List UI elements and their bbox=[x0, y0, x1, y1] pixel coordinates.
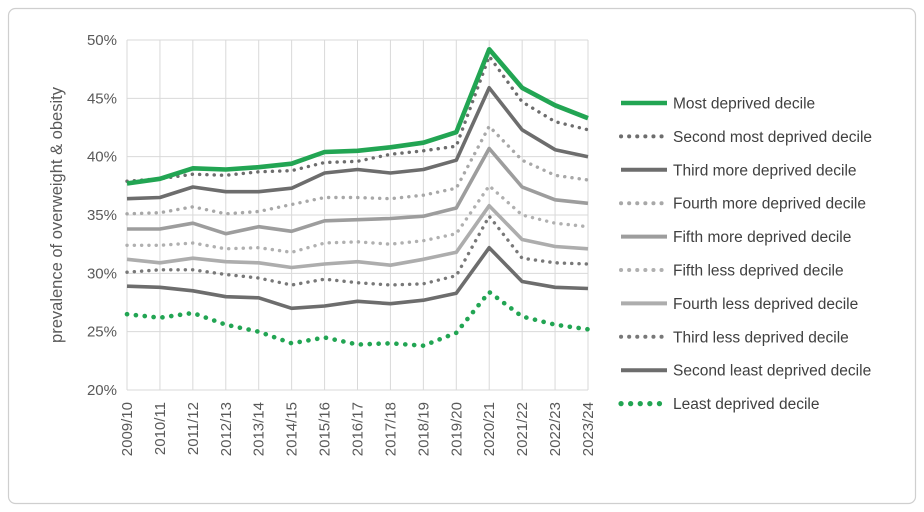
x-axis-tick-label: 2015/16 bbox=[317, 402, 334, 456]
legend-label: Second least deprived decile bbox=[673, 363, 871, 380]
series-line-6 bbox=[125, 184, 590, 255]
x-axis-tick-label: 2010/11 bbox=[152, 402, 169, 455]
x-axis-tick-label: 2013/14 bbox=[251, 402, 268, 456]
x-axis-tick-label: 2016/17 bbox=[350, 402, 367, 456]
series-line-9 bbox=[126, 245, 589, 311]
series-line-1 bbox=[126, 46, 589, 186]
x-axis-tick-label: 2021/22 bbox=[514, 402, 531, 456]
legend-label: Third less deprived decile bbox=[673, 329, 849, 346]
series-line-7 bbox=[126, 203, 589, 270]
legend-label: Fourth more deprived decile bbox=[673, 196, 866, 213]
x-axis-tick-label: 2018/19 bbox=[415, 402, 432, 456]
y-axis-tick-label: 25% bbox=[87, 324, 117, 341]
series-line-10 bbox=[124, 289, 591, 349]
legend-label: Fourth less deprived decile bbox=[673, 296, 858, 313]
x-axis-tick-label: 2017/18 bbox=[382, 402, 399, 456]
x-axis-tick-label: 2009/10 bbox=[119, 402, 136, 456]
y-axis-tick-label: 35% bbox=[87, 207, 117, 224]
x-axis-tick-label: 2012/13 bbox=[218, 402, 235, 456]
legend-label: Most deprived decile bbox=[673, 96, 815, 113]
series-line-4 bbox=[125, 124, 590, 216]
y-axis-title: prevalence of overweight & obesity bbox=[48, 86, 66, 343]
legend-label: Least deprived decile bbox=[673, 396, 820, 413]
x-axis-tick-label: 2023/24 bbox=[580, 402, 597, 456]
series-line-8 bbox=[125, 214, 590, 287]
y-axis-tick-label: 20% bbox=[87, 382, 117, 399]
y-axis-tick-label: 30% bbox=[87, 265, 117, 282]
y-axis-tick-label: 45% bbox=[87, 90, 117, 107]
x-axis-tick-label: 2019/20 bbox=[448, 402, 465, 456]
x-axis-tick-label: 2014/15 bbox=[284, 402, 301, 456]
series-line-5 bbox=[127, 146, 589, 236]
legend-label: Second most deprived decile bbox=[673, 129, 872, 146]
series-line-3 bbox=[126, 86, 589, 201]
series-line-2 bbox=[125, 54, 590, 183]
x-axis-tick-label: 2011/12 bbox=[185, 402, 202, 455]
y-axis-tick-label: 40% bbox=[87, 149, 117, 166]
chart-border bbox=[7, 7, 917, 505]
legend-label: Fifth more deprived decile bbox=[673, 229, 851, 246]
y-axis-tick-label: 50% bbox=[87, 32, 117, 49]
x-axis-tick-label: 2022/23 bbox=[547, 402, 564, 456]
x-axis-tick-label: 2020/21 bbox=[481, 402, 498, 456]
legend-label: Fifth less deprived decile bbox=[673, 263, 844, 280]
legend-label: Third more deprived decile bbox=[673, 162, 857, 179]
